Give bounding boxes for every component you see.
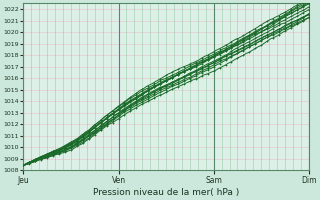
- X-axis label: Pression niveau de la mer( hPa ): Pression niveau de la mer( hPa ): [93, 188, 239, 197]
